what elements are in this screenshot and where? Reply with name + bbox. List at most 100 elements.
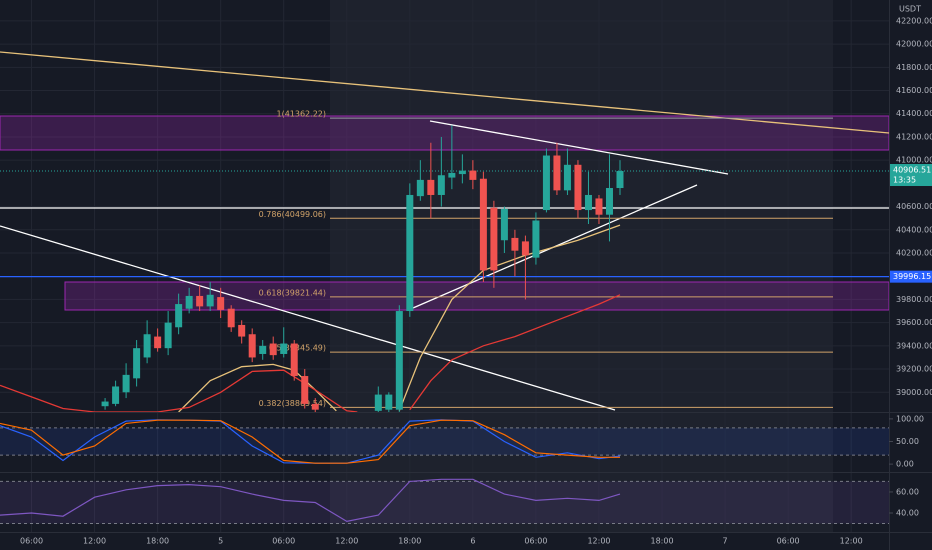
y-tick-label: 42200.00 xyxy=(896,16,932,25)
zone-box xyxy=(0,115,890,151)
candle-body xyxy=(479,178,487,271)
candle-body xyxy=(469,170,477,180)
candle-body xyxy=(112,386,120,404)
x-tick-label: 12:00 xyxy=(83,537,106,546)
y-tick-label: 41200.00 xyxy=(896,132,932,141)
candle-body xyxy=(500,208,508,241)
fib-label: 0.786(40499.06) xyxy=(259,210,326,219)
x-tick-label: 18:00 xyxy=(146,537,169,546)
oscillator-band xyxy=(0,481,889,524)
x-tick-label: 5 xyxy=(218,537,223,546)
y-tick-label: 41800.00 xyxy=(896,63,932,72)
y-tick-label: 39200.00 xyxy=(896,365,932,374)
y-tick-label: 40200.00 xyxy=(896,249,932,258)
candle-body xyxy=(584,194,592,211)
y-tick-label: 40400.00 xyxy=(896,225,932,234)
candle-body xyxy=(185,295,193,309)
oscillator-band xyxy=(0,427,889,456)
countdown-label: 13:35 xyxy=(893,176,916,185)
y-tick-label: 50.00 xyxy=(896,437,919,446)
candle-body xyxy=(385,394,393,410)
candle-body xyxy=(290,343,298,377)
candle-body xyxy=(280,343,288,354)
x-tick-label: 6 xyxy=(470,537,475,546)
candle-body xyxy=(374,394,382,411)
x-tick-label: 12:00 xyxy=(335,537,358,546)
candle-body xyxy=(164,322,172,349)
candle-body xyxy=(437,175,445,195)
price-pane: 1(41362.22) 0.786(40499.06) 0.618(39821.44… xyxy=(0,110,889,413)
y-tick-label: 41000.00 xyxy=(896,156,932,165)
y-tick-label: 42000.00 xyxy=(896,40,932,49)
y-tick-label: 39000.00 xyxy=(896,388,932,397)
candle-body xyxy=(511,237,519,251)
x-tick-label: 06:00 xyxy=(20,537,43,546)
trend-line xyxy=(0,51,890,134)
candle-body xyxy=(133,348,141,379)
x-tick-label: 18:00 xyxy=(650,537,673,546)
candle-body xyxy=(196,295,204,307)
candle-body xyxy=(206,294,214,307)
candle-body xyxy=(595,198,603,215)
candle-body xyxy=(154,336,162,349)
candle-body xyxy=(458,170,466,175)
candle-body xyxy=(101,401,109,407)
price-line-label-box xyxy=(890,270,932,283)
y-tick-label: 40.00 xyxy=(896,509,919,518)
x-tick-label: 12:00 xyxy=(587,537,610,546)
candle-body xyxy=(227,308,235,328)
candle-body xyxy=(490,207,498,271)
last-price-box xyxy=(890,164,932,187)
candle-body xyxy=(238,324,246,337)
candle-body xyxy=(122,374,130,393)
candle-body xyxy=(395,311,403,410)
y-tick-label: 39800.00 xyxy=(896,295,932,304)
y-tick-label: 39400.00 xyxy=(896,341,932,350)
last-price-label: 40906.51 xyxy=(893,166,931,175)
candle-body xyxy=(301,376,309,404)
candle-body xyxy=(175,304,183,328)
candle-body xyxy=(143,334,151,358)
candle-body xyxy=(311,403,319,410)
y-tick-label: 39600.00 xyxy=(896,318,932,327)
y-tick-label: 100.00 xyxy=(896,414,924,423)
candle-body xyxy=(574,164,582,211)
oscillator-line xyxy=(0,419,620,464)
fib-label: 0.618(39821.44) xyxy=(259,288,326,297)
candle-body xyxy=(542,155,550,211)
fib-label: 0.382(38869.54) xyxy=(259,399,326,408)
candle-body xyxy=(248,334,256,358)
candle-body xyxy=(521,241,529,256)
candle-body xyxy=(416,179,424,197)
price-line-label: 39996.15 xyxy=(893,272,931,281)
x-tick-label: 06:00 xyxy=(524,537,547,546)
x-tick-label: 7 xyxy=(723,537,728,546)
x-tick-label: 06:00 xyxy=(272,537,295,546)
y-tick-label: 0.00 xyxy=(896,460,914,469)
candle-body xyxy=(217,297,225,310)
y-tick-label: 41600.00 xyxy=(896,86,932,95)
candle-body xyxy=(406,194,414,312)
fib-label: 1(41362.22) xyxy=(276,110,326,119)
y-tick-label: 40600.00 xyxy=(896,202,932,211)
candle-body xyxy=(427,179,435,195)
candle-body xyxy=(269,343,277,356)
candle-body xyxy=(448,172,456,178)
trend-line xyxy=(429,120,729,175)
x-tick-label: 12:00 xyxy=(840,537,863,546)
candle-body xyxy=(563,164,571,191)
oscillator-line xyxy=(0,478,621,523)
candle-body xyxy=(259,345,267,354)
candle-body xyxy=(553,155,561,191)
candle-body xyxy=(616,171,624,189)
moving-average xyxy=(0,294,621,413)
y-tick-label: 60.00 xyxy=(896,487,919,496)
x-tick-label: 18:00 xyxy=(398,537,421,546)
session-highlight xyxy=(330,0,833,532)
y-tick-label: 41400.00 xyxy=(896,109,932,118)
trend-line xyxy=(0,225,616,411)
currency-label: USDT xyxy=(899,5,921,14)
candle-body xyxy=(605,188,613,215)
candle-body xyxy=(532,220,540,258)
